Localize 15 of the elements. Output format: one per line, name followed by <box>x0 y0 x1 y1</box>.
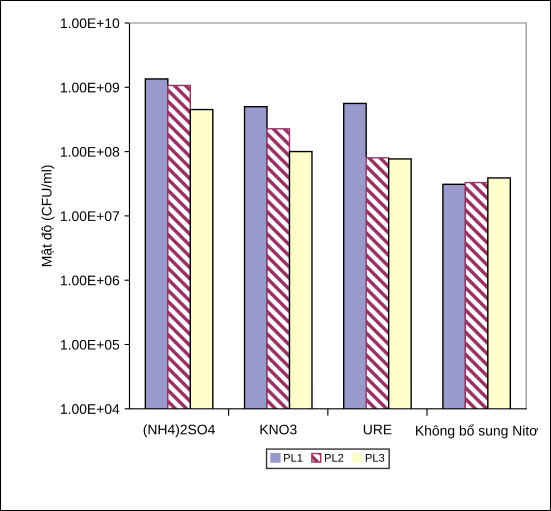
x-tick-label: URE <box>364 424 392 434</box>
legend-label: PL1 <box>284 454 302 462</box>
y-tick-label: 1.00E+04 <box>60 404 120 414</box>
x-tick-label: (NH4)2SO4 <box>144 424 215 438</box>
y-tick-label: 1.00E+09 <box>60 82 120 92</box>
x-tick-label: Không bổ sung Nitơ <box>416 424 538 438</box>
x-tick-label: KNO3 <box>260 424 297 434</box>
y-tick-label: 1.00E+05 <box>60 340 120 350</box>
legend-label: PL3 <box>366 454 384 462</box>
y-tick-label: 1.00E+06 <box>60 276 120 286</box>
y-tick-label: 1.00E+07 <box>60 211 120 222</box>
legend-label: PL2 <box>324 454 344 462</box>
y-tick-label: 1.00E+08 <box>60 146 120 157</box>
y-axis-title: Mật độ (CFU/ml) <box>41 165 54 266</box>
y-tick-label: 1.00E+10 <box>60 18 120 28</box>
